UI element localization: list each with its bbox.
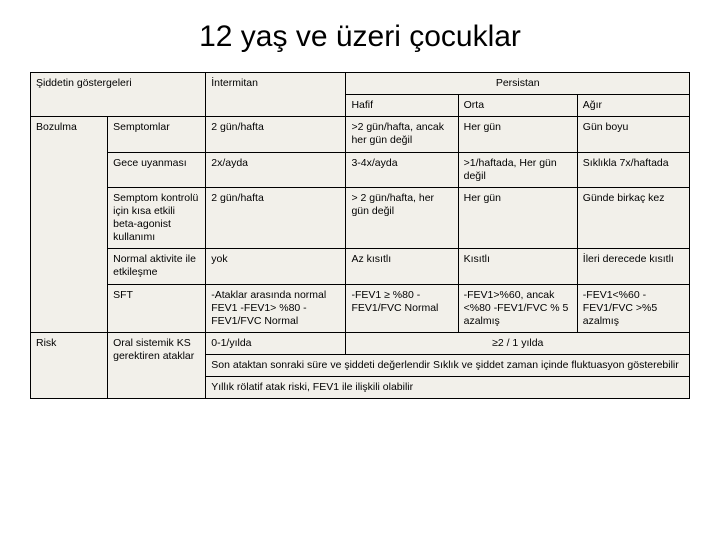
- r2-ort: >1/haftada, Her gün değil: [458, 152, 577, 187]
- r6-label: Oral sistemik KS gerektiren ataklar: [108, 332, 206, 398]
- r6-int: 0-1/yılda: [206, 332, 346, 354]
- r1-agi: Gün boyu: [577, 117, 689, 152]
- r4-int: yok: [206, 249, 346, 284]
- r2-haf: 3-4x/ayda: [346, 152, 458, 187]
- r5-agi: -FEV1<%60 -FEV1/FVC >%5 azalmış: [577, 284, 689, 332]
- group-risk: Risk: [31, 332, 108, 398]
- r2-agi: Sıklıkla 7x/haftada: [577, 152, 689, 187]
- r4-agi: İleri derecede kısıtlı: [577, 249, 689, 284]
- r4-haf: Az kısıtlı: [346, 249, 458, 284]
- r6-note1: Son ataktan sonraki süre ve şiddeti değe…: [206, 355, 690, 377]
- hdr-persistan: Persistan: [346, 73, 690, 95]
- r1-ort: Her gün: [458, 117, 577, 152]
- r2-int: 2x/ayda: [206, 152, 346, 187]
- page-title: 12 yaş ve üzeri çocuklar: [30, 20, 690, 54]
- hdr-intermitan: İntermitan: [206, 73, 346, 117]
- r6-per: ≥2 / 1 yılda: [346, 332, 690, 354]
- r3-agi: Günde birkaç kez: [577, 187, 689, 249]
- r3-haf: > 2 gün/hafta, her gün değil: [346, 187, 458, 249]
- r3-ort: Her gün: [458, 187, 577, 249]
- r4-label: Normal aktivite ile etkileşme: [108, 249, 206, 284]
- r5-haf: -FEV1 ≥ %80 -FEV1/FVC Normal: [346, 284, 458, 332]
- r2-label: Gece uyanması: [108, 152, 206, 187]
- severity-table: Şiddetin göstergeleri İntermitan Persist…: [30, 72, 690, 399]
- r6-note2: Yıllık rölatif atak riski, FEV1 ile iliş…: [206, 377, 690, 399]
- hdr-indicators: Şiddetin göstergeleri: [31, 73, 206, 117]
- group-bozulma: Bozulma: [31, 117, 108, 333]
- r3-label: Semptom kontrolü için kısa etkili beta-a…: [108, 187, 206, 249]
- r5-ort: -FEV1>%60, ancak <%80 -FEV1/FVC % 5 azal…: [458, 284, 577, 332]
- hdr-hafif: Hafif: [346, 95, 458, 117]
- r5-int: -Ataklar arasında normal FEV1 -FEV1> %80…: [206, 284, 346, 332]
- hdr-agir: Ağır: [577, 95, 689, 117]
- r4-ort: Kısıtlı: [458, 249, 577, 284]
- hdr-orta: Orta: [458, 95, 577, 117]
- r5-label: SFT: [108, 284, 206, 332]
- r3-int: 2 gün/hafta: [206, 187, 346, 249]
- r1-haf: >2 gün/hafta, ancak her gün değil: [346, 117, 458, 152]
- r1-label: Semptomlar: [108, 117, 206, 152]
- r1-int: 2 gün/hafta: [206, 117, 346, 152]
